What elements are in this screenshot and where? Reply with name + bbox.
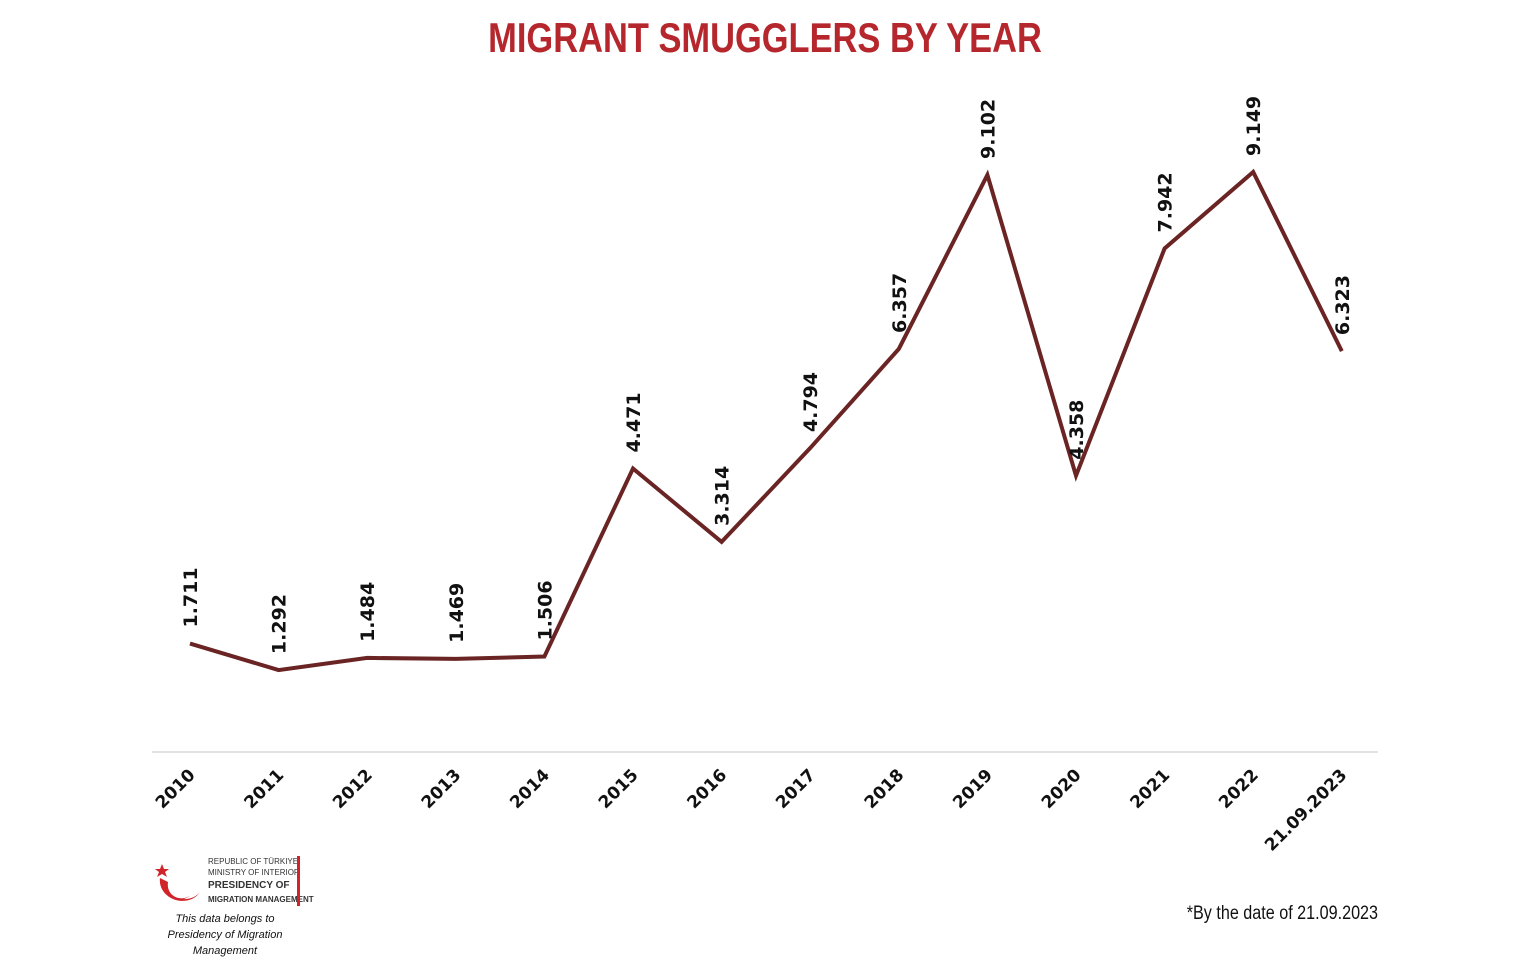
x-tick-label: 2011 bbox=[241, 765, 289, 813]
credit-line-1: This data belongs to bbox=[140, 911, 310, 927]
footnote: *By the date of 21.09.2023 bbox=[1187, 903, 1378, 925]
data-label: 6.357 bbox=[889, 273, 911, 333]
x-tick-label: 21.09.2023 bbox=[1261, 765, 1351, 855]
data-label: 1.484 bbox=[357, 582, 379, 642]
data-label: 4.471 bbox=[623, 392, 645, 452]
x-tick-label: 2016 bbox=[684, 765, 732, 813]
data-label: 9.149 bbox=[1243, 96, 1265, 156]
data-label: 1.469 bbox=[446, 583, 468, 643]
logo-line-2: MINISTRY OF INTERIOR bbox=[208, 868, 300, 877]
data-label: 1.711 bbox=[180, 567, 202, 627]
x-tick-label: 2021 bbox=[1127, 765, 1175, 813]
credit-line-2: Presidency of Migration Management bbox=[140, 927, 310, 959]
data-labels: 1.711 1.292 1.484 1.469 1.506 4.471 3.314 4.794… bbox=[180, 96, 1354, 654]
x-tick-label: 2013 bbox=[418, 765, 466, 813]
data-label: 1.292 bbox=[269, 594, 291, 654]
x-tick-label: 2019 bbox=[949, 765, 997, 813]
data-label: 9.102 bbox=[977, 99, 999, 159]
x-tick-label: 2010 bbox=[152, 765, 200, 813]
x-tick-label: 2020 bbox=[1038, 765, 1086, 813]
data-label: 1.506 bbox=[534, 580, 556, 640]
x-tick-label: 2018 bbox=[861, 765, 909, 813]
data-label: 4.358 bbox=[1066, 400, 1088, 460]
x-tick-labels: 2010 2011 2012 2013 2014 2015 2016 2017 2018 2019… bbox=[152, 765, 1351, 855]
x-tick-label: 2015 bbox=[595, 765, 643, 813]
logo-line-1: REPUBLIC OF TÜRKIYE bbox=[208, 857, 298, 866]
data-label: 4.794 bbox=[800, 372, 822, 432]
logo-line-3: PRESIDENCY OF bbox=[208, 880, 290, 891]
x-tick-label: 2014 bbox=[506, 765, 554, 813]
data-label: 6.323 bbox=[1332, 275, 1354, 335]
line-chart: 1.711 1.292 1.484 1.469 1.506 4.471 3.314 4.794… bbox=[0, 0, 1530, 900]
x-tick-label: 2022 bbox=[1215, 765, 1263, 813]
data-label: 3.314 bbox=[712, 466, 734, 526]
x-tick-label: 2012 bbox=[329, 765, 377, 813]
data-credit: This data belongs to Presidency of Migra… bbox=[140, 911, 310, 959]
x-tick-label: 2017 bbox=[772, 765, 820, 813]
logo-accent-bar bbox=[297, 856, 300, 906]
crescent-star-icon bbox=[155, 864, 200, 901]
data-label: 7.942 bbox=[1155, 172, 1177, 232]
